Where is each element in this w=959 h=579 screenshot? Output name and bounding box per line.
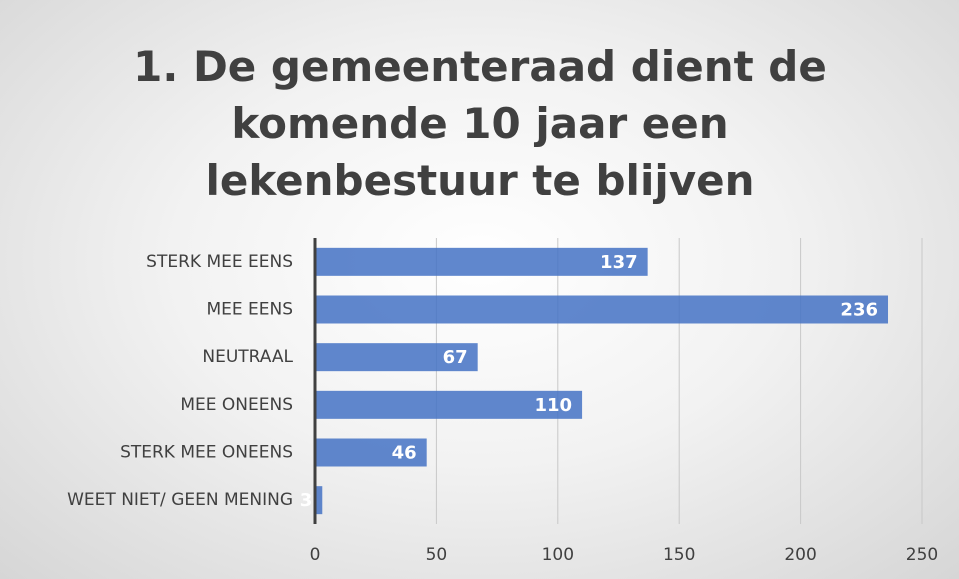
data-label: 46 xyxy=(392,443,417,464)
data-label: 110 xyxy=(535,395,573,416)
y-tick-label: STERK MEE EENS xyxy=(146,252,293,272)
data-label: 137 xyxy=(600,252,638,273)
x-tick-label: 0 xyxy=(310,545,321,565)
bar xyxy=(315,247,648,276)
x-tick-label: 150 xyxy=(663,545,695,565)
y-tick-label: MEE ONEENS xyxy=(180,395,293,415)
bar xyxy=(315,390,583,419)
y-tick-label: NEUTRAAL xyxy=(202,347,293,367)
data-label: 236 xyxy=(840,300,878,321)
bar xyxy=(315,295,889,324)
bar xyxy=(315,438,427,467)
chart-title: 1. De gemeenteraad dient de komende 10 j… xyxy=(133,42,827,205)
data-label: 67 xyxy=(443,347,468,368)
x-tick-label: 50 xyxy=(426,545,448,565)
x-tick-label: 250 xyxy=(906,545,938,565)
bar xyxy=(315,343,478,372)
bar xyxy=(315,486,323,515)
x-tick-label: 100 xyxy=(542,545,574,565)
y-tick-label: WEET NIET/ GEEN MENING xyxy=(67,490,293,510)
data-label: 3 xyxy=(300,490,313,511)
y-tick-label: STERK MEE ONEENS xyxy=(120,443,293,463)
x-tick-label: 200 xyxy=(784,545,816,565)
y-tick-label: MEE EENS xyxy=(206,300,293,320)
